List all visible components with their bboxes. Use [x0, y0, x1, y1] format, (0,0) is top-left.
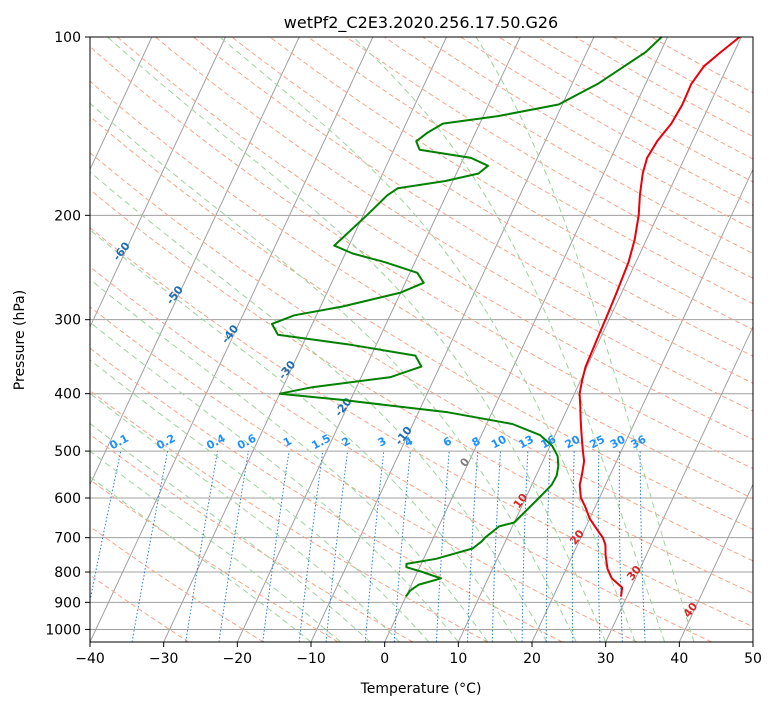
dry-adiabat-line — [90, 151, 753, 562]
dry-adiabat-line — [90, 266, 712, 642]
mixing-ratio-lines — [90, 450, 646, 642]
mixing-ratio-line — [364, 451, 385, 642]
moist-adiabat-line — [219, 37, 636, 642]
isotherm-line — [90, 37, 374, 642]
dry-adiabat-line — [90, 433, 414, 642]
dry-adiabat-line — [90, 347, 563, 642]
dry-adiabat-line — [307, 37, 753, 305]
mixing-ratio-line — [545, 451, 551, 642]
moist-adiabat-line — [90, 278, 489, 642]
mixing-ratio-label: 20 — [563, 433, 583, 452]
dry-adiabat-line — [116, 37, 753, 441]
y-axis-title: Pressure (hPa) — [12, 290, 28, 390]
isotherm-line — [457, 37, 742, 642]
x-tick-label: 0 — [380, 651, 389, 667]
y-tick-label: 600 — [54, 491, 81, 507]
y-tick-label: 900 — [54, 595, 81, 611]
dry-adiabat-line — [90, 46, 753, 470]
x-tick-label: −20 — [223, 651, 253, 667]
moist-adiabat-line — [107, 37, 607, 642]
isotherm-line — [678, 483, 753, 642]
y-tick-label: 400 — [54, 387, 81, 403]
x-tick-label: −30 — [149, 651, 179, 667]
mixing-ratio-line — [393, 451, 411, 642]
moist-adiabat-line — [90, 450, 341, 642]
isotherm-line — [236, 37, 521, 642]
mixing-ratio-line — [639, 451, 646, 642]
mixing-ratio-line — [521, 451, 529, 642]
isotherm-line — [310, 37, 595, 642]
dry-adiabat-line — [90, 188, 753, 594]
isotherm-line — [90, 37, 300, 486]
dewpoint-profile-line — [270, 37, 663, 598]
mixing-ratio-label: 30 — [608, 433, 628, 452]
x-tick-label: −40 — [75, 651, 105, 667]
x-tick-label: −10 — [296, 651, 326, 667]
mixing-ratio-line — [325, 451, 349, 642]
dry-adiabat-line — [90, 574, 190, 642]
dry-adiabats — [90, 37, 753, 642]
y-tick-label: 500 — [54, 444, 81, 460]
moist-adiabat-line — [90, 422, 371, 642]
isotherm-line — [90, 37, 226, 329]
x-tick-label: 30 — [597, 651, 615, 667]
profiles — [270, 37, 741, 598]
mixing-ratio-line — [467, 451, 479, 642]
chart-title: wetPf2_C2E3.2020.256.17.50.G26 — [284, 13, 558, 33]
x-axis: −40 −30 −20 −10 0 10 20 30 40 50 — [75, 642, 762, 667]
moist-adiabat-line — [475, 37, 695, 642]
y-axis: 100 200 300 400 500 600 700 800 900 1000 — [45, 30, 90, 638]
mixing-ratio-line — [597, 451, 601, 642]
mixing-ratio-label: 36 — [629, 433, 649, 452]
mixing-ratio-line — [90, 450, 122, 603]
pressure-gridlines — [90, 37, 753, 630]
moist-adiabat-line — [90, 359, 430, 642]
x-tick-label: 10 — [449, 651, 467, 667]
mixing-ratio-label: 13 — [516, 433, 536, 452]
y-tick-label: 1000 — [45, 622, 81, 638]
moist-adiabat-line — [90, 392, 400, 642]
dry-adiabat-line — [90, 115, 753, 530]
moist-adiabat-line — [352, 37, 666, 642]
plot-area: -100-90-80-70-60-50-40-30-20-10010203040… — [90, 37, 753, 642]
y-tick-label: 300 — [54, 313, 81, 329]
mixing-ratio-line — [435, 451, 450, 642]
moist-adiabat-line — [90, 321, 459, 642]
y-tick-label: 800 — [54, 565, 81, 581]
temperature-profile-line — [578, 37, 741, 597]
isotherm-line — [384, 37, 668, 642]
isotherm-line — [531, 168, 753, 642]
isotherms — [90, 37, 753, 642]
dry-adiabat-line — [90, 80, 753, 500]
mixing-ratio-line — [571, 451, 575, 642]
isotherm-line — [90, 37, 153, 171]
plot-frame — [89, 36, 754, 643]
mixing-ratio-line — [491, 451, 501, 642]
x-axis-title: Temperature (°C) — [360, 681, 482, 697]
moist-adiabat-line — [90, 102, 577, 642]
mixing-ratio-line — [618, 451, 623, 642]
moist-adiabat-line — [90, 229, 518, 642]
x-tick-label: 50 — [744, 651, 762, 667]
y-tick-label: 100 — [54, 30, 81, 46]
dry-adiabat-line — [90, 227, 753, 628]
mixing-ratio-label: 25 — [587, 433, 607, 452]
mixing-ratio-label: 10 — [489, 433, 509, 452]
x-tick-label: 20 — [523, 651, 541, 667]
isotherm-line — [605, 325, 753, 642]
dry-adiabat-line — [231, 37, 753, 357]
dry-adiabat-line — [269, 37, 753, 331]
dry-adiabat-line — [90, 390, 488, 642]
dry-adiabat-line — [90, 306, 638, 642]
x-tick-label: 40 — [670, 651, 688, 667]
y-tick-label: 200 — [54, 208, 81, 224]
y-tick-label: 700 — [54, 531, 81, 547]
